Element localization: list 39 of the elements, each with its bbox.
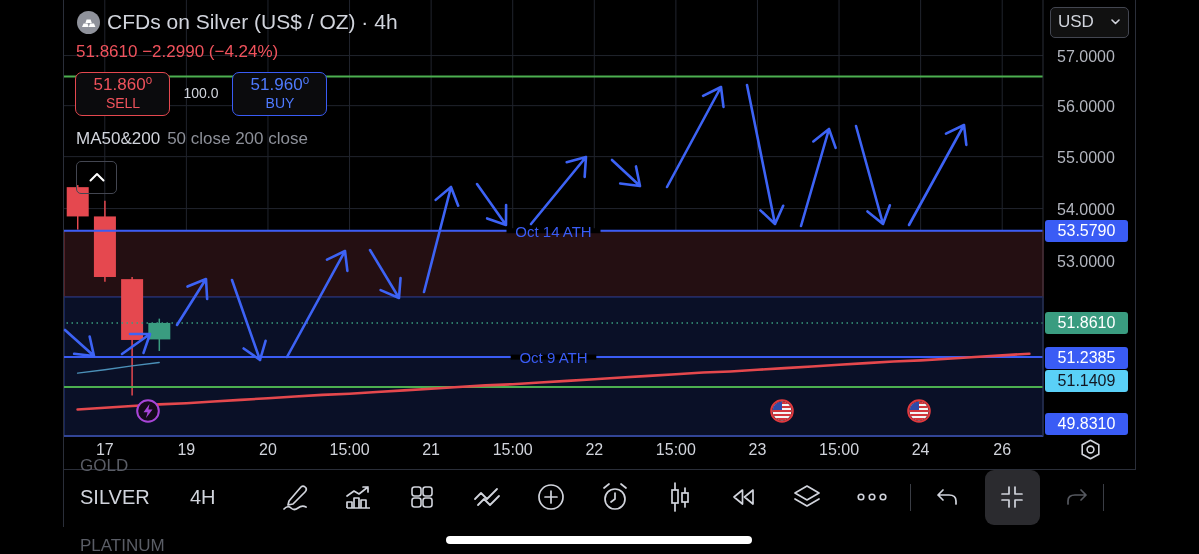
text: 49.8310 bbox=[1045, 413, 1128, 435]
x-tick-label: 15:00 bbox=[329, 440, 370, 458]
x-tick-label: 15:00 bbox=[819, 440, 860, 458]
x-tick-label: 23 bbox=[748, 440, 767, 458]
text: 4H bbox=[190, 485, 216, 509]
text: CFDs on Silver (US$ / OZ) · 4h bbox=[107, 9, 398, 35]
x-tick-label: 19 bbox=[177, 440, 196, 458]
text: PLATINUM bbox=[80, 536, 165, 554]
y-tick-label: 53.0000 bbox=[1057, 252, 1115, 270]
x-tick-label: 22 bbox=[585, 440, 604, 458]
annotation: BUY bbox=[265, 94, 295, 112]
ref-line-label: Oct 9 ATH bbox=[519, 348, 588, 366]
annotation: MA50&200 bbox=[76, 129, 161, 149]
text: SILVER bbox=[80, 485, 150, 509]
text: 51.8610 −2.2990 (−4.24%) bbox=[76, 42, 279, 62]
x-tick-label: 21 bbox=[422, 440, 441, 458]
annotation: 50 close 200 close bbox=[167, 129, 308, 149]
text: 51.8610 bbox=[1045, 312, 1128, 334]
text: USD bbox=[1058, 12, 1094, 32]
y-tick-label: 57.0000 bbox=[1057, 47, 1115, 65]
x-tick-label: 24 bbox=[911, 440, 930, 458]
annotation: 51.860⁰ bbox=[93, 75, 153, 95]
y-tick-label: 54.0000 bbox=[1057, 200, 1115, 218]
x-tick-label: 15:00 bbox=[655, 440, 696, 458]
annotation: 100.0 bbox=[183, 84, 219, 102]
y-tick-label: 55.0000 bbox=[1057, 148, 1115, 166]
x-tick-label: 17 bbox=[95, 440, 114, 458]
text: 53.5790 bbox=[1045, 220, 1128, 242]
text: 51.1409 bbox=[1045, 370, 1128, 392]
text: 51.2385 bbox=[1045, 347, 1128, 369]
annotation: 51.960⁰ bbox=[250, 75, 310, 95]
annotation: SELL bbox=[105, 94, 141, 112]
text: GOLD bbox=[80, 456, 129, 476]
ref-line-label: Oct 14 ATH bbox=[515, 222, 592, 240]
x-tick-label: 15:00 bbox=[492, 440, 533, 458]
line-series bbox=[76, 361, 160, 374]
y-tick-label: 56.0000 bbox=[1057, 97, 1115, 115]
x-tick-label: 20 bbox=[259, 440, 277, 458]
x-tick-label: 26 bbox=[993, 440, 1012, 458]
